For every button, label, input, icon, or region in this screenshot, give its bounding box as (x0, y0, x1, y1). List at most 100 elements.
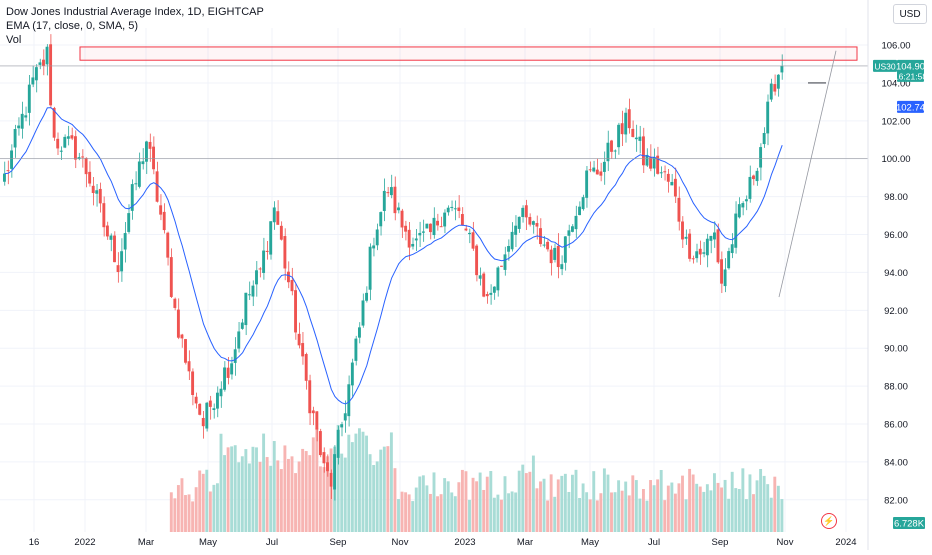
candle-body (187, 361, 191, 372)
volume-bar (386, 446, 390, 532)
volume-bar (581, 483, 585, 532)
candle-body (318, 431, 322, 456)
candle-body (279, 225, 283, 240)
candle-body (98, 188, 102, 204)
candle-body (709, 235, 713, 241)
candle-body (152, 146, 155, 170)
volume-bar (432, 472, 436, 532)
volume-bar (510, 491, 514, 532)
volume-bar (318, 466, 322, 532)
resistance-zone-box (79, 46, 858, 61)
volume-badge-text: 6.728K (894, 519, 925, 530)
ema-badge-text: 102.74 (896, 102, 925, 113)
candle-body (308, 380, 312, 414)
volume-group (169, 424, 784, 532)
candle-body (546, 241, 550, 250)
volume-bar (627, 495, 631, 532)
volume-bar (279, 469, 283, 532)
candle-body (457, 207, 461, 212)
candle-body (180, 334, 184, 339)
volume-bar (492, 497, 496, 532)
volume-bar (592, 471, 596, 532)
volume-bar (326, 456, 329, 532)
candle-body (130, 184, 134, 211)
bolt-icon[interactable]: ⚡ (821, 513, 837, 529)
volume-bar (389, 432, 393, 532)
candle-body (237, 331, 241, 349)
candle-body (563, 236, 567, 263)
candle-body (656, 155, 660, 174)
volume-bar (475, 481, 479, 532)
volume-bar (684, 499, 688, 532)
legend-title: Dow Jones Industrial Average Index, 1D, … (6, 6, 264, 18)
candle-body (556, 245, 560, 268)
volume-bar (748, 474, 752, 532)
volume-bar (375, 461, 379, 532)
volume-bar (535, 488, 539, 532)
y-tick-label: 94.00 (884, 268, 908, 279)
volume-bar (446, 481, 450, 532)
candle-body (446, 207, 450, 213)
candle-body (524, 205, 528, 218)
candle-body (620, 123, 624, 135)
candle-body (95, 190, 99, 194)
price-badge-value: 104.90 (896, 61, 925, 72)
candle-body (421, 231, 425, 233)
volume-bar (645, 500, 649, 532)
volume-bar (336, 424, 340, 532)
x-tick-label: Mar (138, 537, 154, 548)
candle-body (475, 245, 479, 276)
candle-body (713, 232, 716, 240)
volume-bar (698, 486, 702, 532)
y-tick-label: 102.00 (881, 116, 910, 127)
currency-button[interactable]: USD (893, 4, 927, 24)
volume-bar (226, 447, 230, 532)
volume-bar (709, 490, 713, 532)
candle-body (244, 292, 248, 326)
candle-body (677, 197, 681, 222)
candle-body (414, 238, 418, 241)
volume-bar (247, 463, 251, 532)
candle-body (173, 298, 177, 308)
volume-bar (695, 483, 699, 532)
candle-body (638, 136, 642, 141)
candle-body (666, 173, 670, 182)
volume-bar (599, 493, 603, 532)
candle-body (389, 187, 393, 196)
candle-body (159, 205, 163, 215)
volume-bar (716, 482, 720, 532)
volume-bar (368, 454, 372, 532)
candle-body (624, 112, 628, 135)
y-tick-label: 106.00 (881, 41, 910, 52)
candle-body (49, 44, 53, 106)
overlay-group (0, 46, 868, 405)
candle-body (17, 125, 21, 129)
candle-body (216, 392, 219, 409)
x-tick-label: Jul (648, 537, 660, 548)
candle-body (549, 249, 553, 264)
candle-body (535, 223, 539, 227)
volume-bar (212, 484, 216, 532)
candle-body (155, 171, 159, 202)
candle-body (198, 403, 202, 415)
candle-body (326, 462, 329, 472)
volume-badge-bg (893, 517, 925, 529)
volume-bar (542, 478, 546, 532)
candle-body (34, 67, 38, 81)
candle-body (176, 309, 180, 338)
volume-bar (500, 499, 503, 532)
candle-body (578, 206, 581, 216)
candle-body (652, 157, 656, 169)
candle-body (255, 270, 258, 285)
candle-body (730, 244, 734, 254)
volume-bar (240, 456, 244, 532)
volume-bar (436, 496, 439, 532)
candle-body (134, 183, 138, 185)
candle-body (276, 211, 280, 225)
candle-body (670, 181, 674, 186)
candle-body (315, 411, 319, 430)
volume-bar (507, 493, 510, 532)
volume-bar (588, 499, 592, 532)
